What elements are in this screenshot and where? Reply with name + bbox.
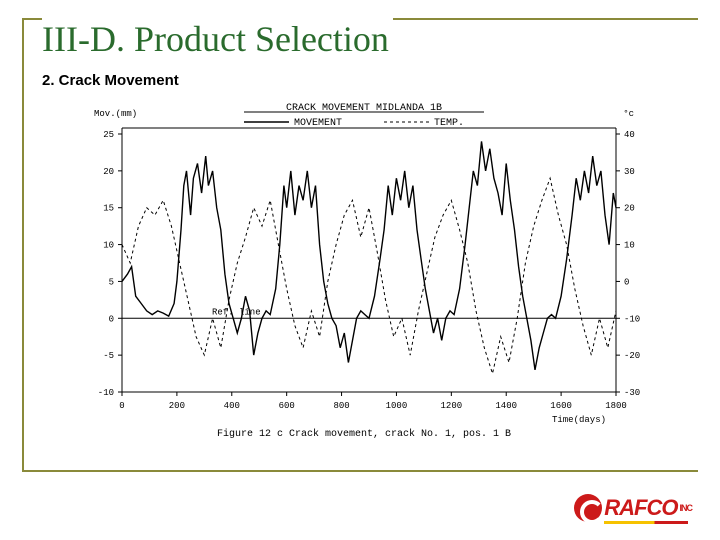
svg-text:800: 800 [333,401,349,411]
logo-text: RAFCO [604,495,677,521]
page-subtitle: 2. Crack Movement [42,72,179,89]
svg-text:0: 0 [119,401,124,411]
svg-text:-20: -20 [624,351,640,361]
logo-c-mark [574,494,602,522]
svg-text:40: 40 [624,130,635,140]
svg-text:Mov.(mm): Mov.(mm) [94,109,137,119]
svg-text:-30: -30 [624,388,640,398]
svg-text:10: 10 [624,241,635,251]
svg-text:1800: 1800 [605,401,627,411]
svg-text:1600: 1600 [550,401,572,411]
svg-text:1000: 1000 [386,401,408,411]
svg-text:15: 15 [103,204,114,214]
svg-text:200: 200 [169,401,185,411]
svg-text:20: 20 [103,167,114,177]
svg-text:-5: -5 [103,351,114,361]
svg-text:1200: 1200 [441,401,463,411]
svg-text:MOVEMENT: MOVEMENT [294,118,342,129]
svg-text:Ref. line: Ref. line [212,307,261,317]
svg-text:0: 0 [109,314,114,324]
svg-text:Time(days): Time(days) [552,415,606,425]
chart-svg: CRACK MOVEMENT MIDLANDA 1BMOVEMENTTEMP.M… [64,98,664,448]
logo-underline [604,521,688,524]
crack-movement-chart: CRACK MOVEMENT MIDLANDA 1BMOVEMENTTEMP.M… [64,98,664,448]
svg-text:Figure 12 c Crack movement,: Figure 12 c Crack movement, crack No. 1,… [217,428,511,440]
svg-text:10: 10 [103,241,114,251]
crafco-logo: RAFCO INC [574,494,692,522]
svg-text:-10: -10 [624,314,640,324]
svg-text:1400: 1400 [495,401,517,411]
svg-text:400: 400 [224,401,240,411]
svg-text:TEMP.: TEMP. [434,118,464,129]
svg-text:-10: -10 [98,388,114,398]
svg-text:20: 20 [624,204,635,214]
logo-inc: INC [680,503,693,513]
svg-text:0: 0 [624,277,629,287]
svg-text:5: 5 [109,277,114,287]
page-title: III-D. Product Selection [42,18,393,60]
svg-text:25: 25 [103,130,114,140]
svg-text:600: 600 [279,401,295,411]
svg-text:°c: °c [623,109,634,119]
svg-text:30: 30 [624,167,635,177]
